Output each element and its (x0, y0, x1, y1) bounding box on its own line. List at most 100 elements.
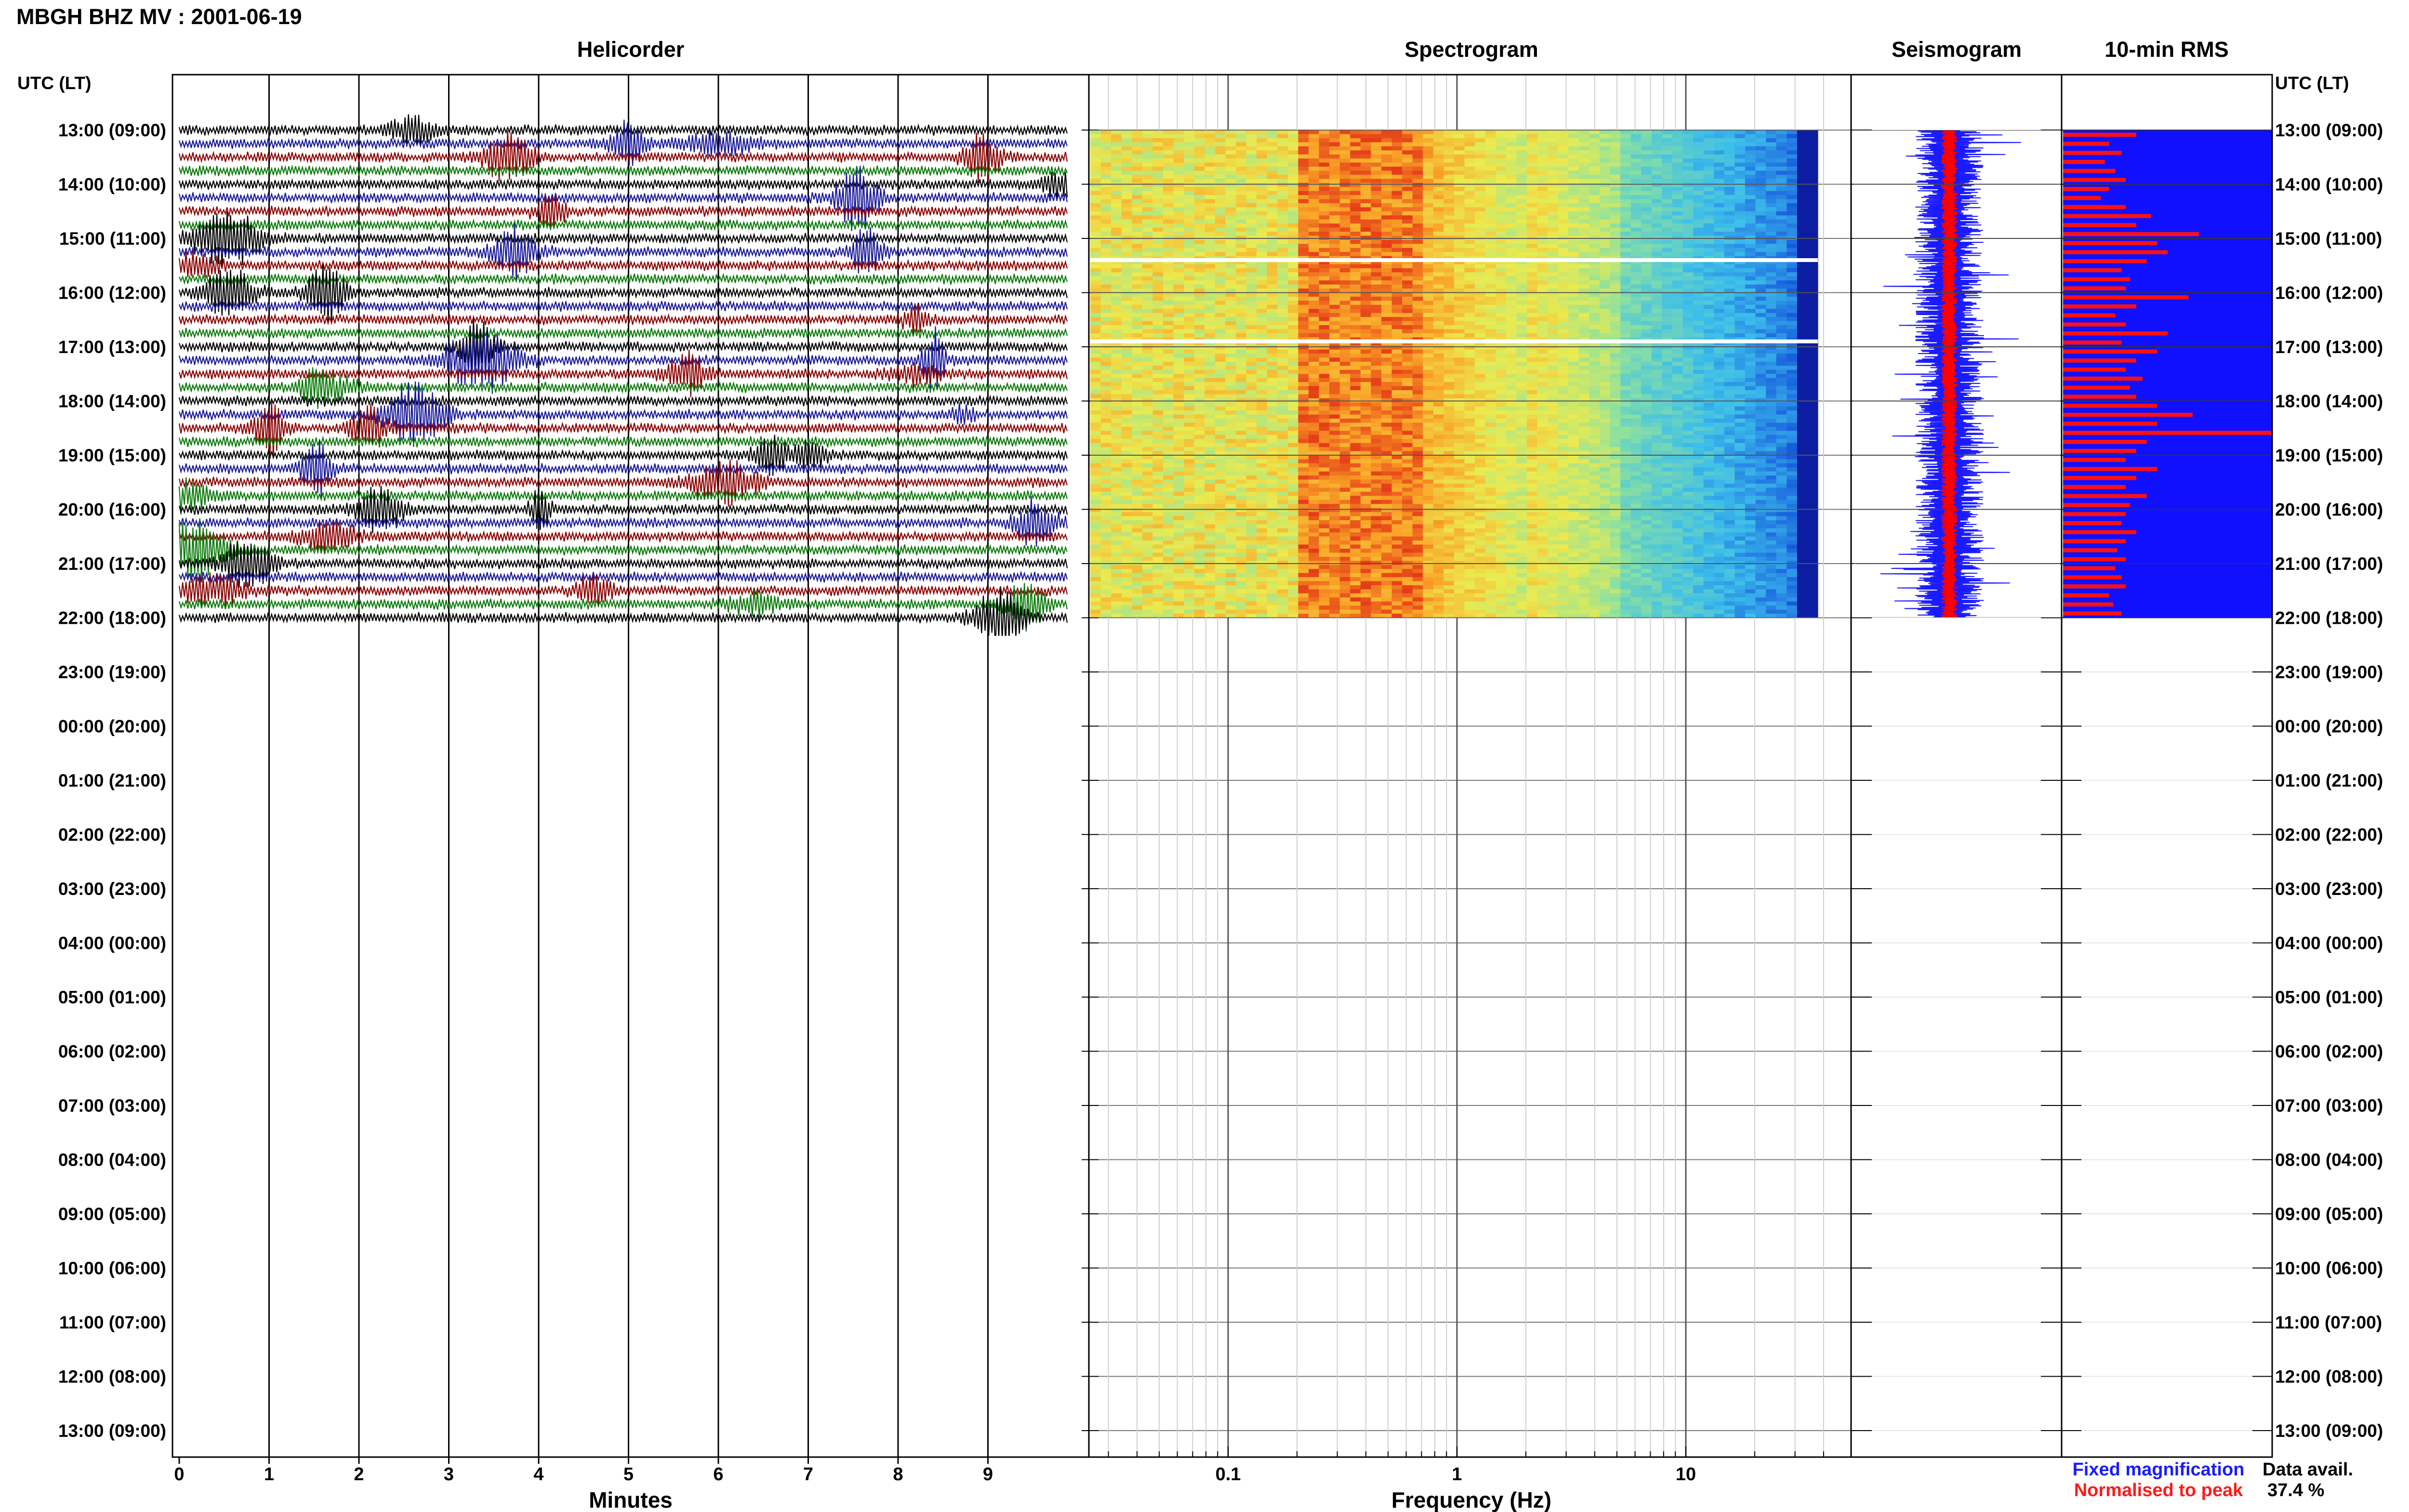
spec-cell (1236, 329, 1247, 334)
spec-cell (1236, 321, 1247, 326)
spec-cell (1443, 171, 1455, 175)
spec-cell (1215, 398, 1226, 403)
spec-cell (1121, 276, 1132, 281)
spec-cell (1475, 386, 1486, 391)
spec-cell (1225, 398, 1236, 403)
spec-cell (1309, 187, 1320, 192)
spec-cell (1298, 146, 1309, 151)
spec-cell (1246, 260, 1257, 265)
spec-cell (1152, 341, 1164, 346)
spec-cell (1329, 366, 1340, 370)
spec-cell (1755, 390, 1766, 395)
spec-cell (1319, 219, 1330, 224)
spec-cell (1516, 224, 1527, 228)
spec-cell (1485, 357, 1496, 362)
spec-cell (1402, 154, 1413, 159)
spec-cell (1641, 301, 1652, 305)
spec-cell (1589, 304, 1600, 309)
spec-cell (1537, 301, 1548, 305)
spec-cell (1402, 378, 1413, 382)
spec-cell (1454, 199, 1465, 204)
spec-cell (1485, 146, 1496, 151)
spec-cell (1485, 309, 1496, 314)
spec-cell (1454, 354, 1465, 358)
spec-cell (1142, 130, 1153, 135)
spec-cell (1225, 195, 1236, 200)
spec-cell (1548, 349, 1559, 354)
spec-cell (1630, 171, 1641, 175)
spec-cell (1391, 268, 1403, 273)
spec-cell (1204, 374, 1216, 379)
spec-cell (1693, 199, 1704, 204)
spec-cell (1163, 301, 1174, 305)
spec-cell (1267, 179, 1278, 184)
spec-cell (1267, 130, 1278, 135)
spec-cell (1433, 402, 1444, 407)
spec-cell (1412, 166, 1423, 171)
spec-cell (1236, 158, 1247, 163)
spec-cell (1329, 146, 1340, 151)
spec-cell (1558, 158, 1569, 163)
spec-cell (1121, 146, 1132, 151)
spec-cell (1204, 142, 1216, 147)
spec-cell (1100, 199, 1112, 204)
spec-cell (1745, 199, 1756, 204)
spec-cell (1423, 138, 1434, 143)
spec-cell (1724, 171, 1735, 175)
spec-cell (1152, 357, 1164, 362)
spec-cell (1745, 236, 1756, 240)
spec-cell (1610, 224, 1621, 228)
spec-cell (1309, 227, 1320, 232)
spec-cell (1433, 199, 1444, 204)
spec-cell (1496, 142, 1507, 147)
spec-cell (1651, 134, 1663, 139)
spec-cell (1600, 402, 1611, 407)
spec-cell (1100, 333, 1112, 338)
spec-cell (1298, 142, 1309, 147)
spec-cell (1163, 333, 1174, 338)
spec-cell (1600, 296, 1611, 301)
spec-cell (1454, 236, 1465, 240)
spec-cell (1287, 219, 1299, 224)
spec-cell (1755, 142, 1766, 147)
spec-cell (1662, 402, 1673, 407)
spec-cell (1682, 227, 1694, 232)
spec-cell (1578, 183, 1590, 187)
spec-cell (1485, 227, 1496, 232)
spec-cell (1173, 268, 1184, 273)
spec-cell (1225, 317, 1236, 322)
spec-cell (1350, 333, 1361, 338)
spec-cell (1121, 158, 1132, 163)
spec-cell (1797, 219, 1808, 224)
spec-cell (1402, 386, 1413, 391)
spec-cell (1641, 341, 1652, 346)
spec-cell (1267, 138, 1278, 143)
spec-cell (1339, 317, 1350, 322)
spec-cell (1464, 138, 1475, 143)
spec-cell (1287, 313, 1299, 317)
spec-cell (1204, 166, 1216, 171)
spec-cell (1620, 260, 1631, 265)
spec-cell (1142, 386, 1153, 391)
spec-cell (1298, 219, 1309, 224)
spec-cell (1703, 195, 1714, 200)
spec-cell (1610, 203, 1621, 208)
spec-cell (1766, 219, 1777, 224)
spec-cell (1578, 394, 1590, 399)
spec-cell (1412, 374, 1423, 379)
spec-cell (1194, 289, 1205, 293)
spec-cell (1236, 292, 1247, 297)
spec-cell (1776, 313, 1787, 317)
spec-cell (1578, 378, 1590, 382)
spec-cell (1100, 382, 1112, 387)
spec-cell (1236, 280, 1247, 285)
spec-cell (1298, 231, 1309, 236)
spec-cell (1267, 252, 1278, 257)
spec-cell (1558, 394, 1569, 399)
spec-cell (1464, 166, 1475, 171)
spec-cell (1496, 317, 1507, 322)
spec-cell (1755, 134, 1766, 139)
spec-cell (1371, 174, 1382, 179)
spec-cell (1527, 390, 1538, 395)
spec-cell (1309, 313, 1320, 317)
